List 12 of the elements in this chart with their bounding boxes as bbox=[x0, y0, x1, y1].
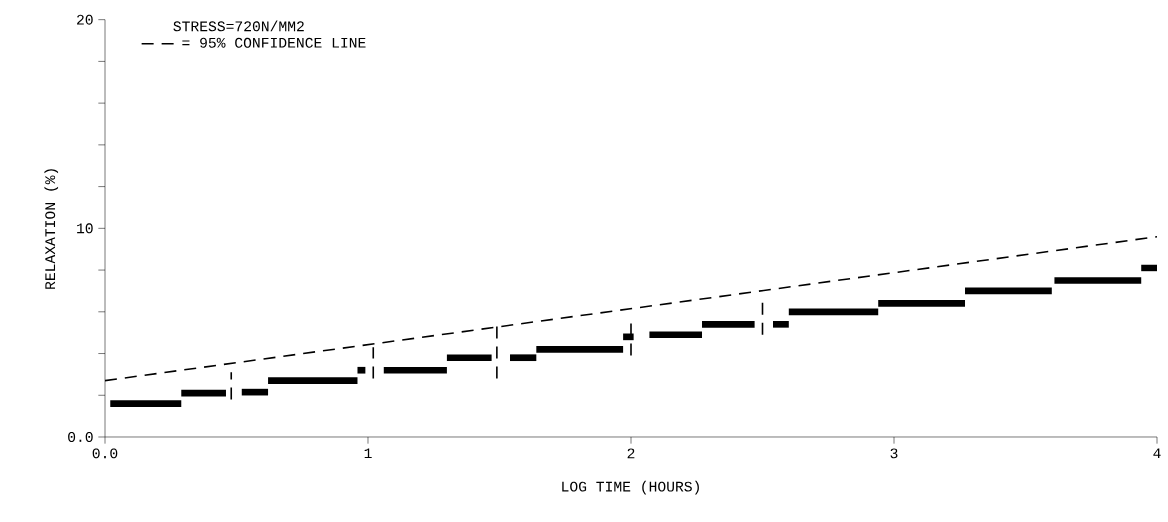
x-tick-label: 0.0 bbox=[92, 448, 118, 459]
x-axis-title: LOG TIME (HOURS) bbox=[562, 480, 699, 495]
y-tick-label: 20 bbox=[77, 14, 93, 25]
x-tick-label: 1 bbox=[364, 448, 372, 459]
annotation: STRESS=720N/MM2 bbox=[173, 20, 304, 32]
legend-label: = 95% CONFIDENCE LINE bbox=[182, 37, 366, 48]
x-tick-label: 2 bbox=[627, 448, 635, 459]
x-tick-label: 4 bbox=[1153, 448, 1161, 459]
y-axis-title: RELAXATION (%) bbox=[44, 169, 59, 289]
y-tick-label: 0.0 bbox=[68, 432, 93, 442]
x-tick-label: 3 bbox=[890, 448, 898, 459]
y-tick-label: 10 bbox=[77, 223, 93, 234]
